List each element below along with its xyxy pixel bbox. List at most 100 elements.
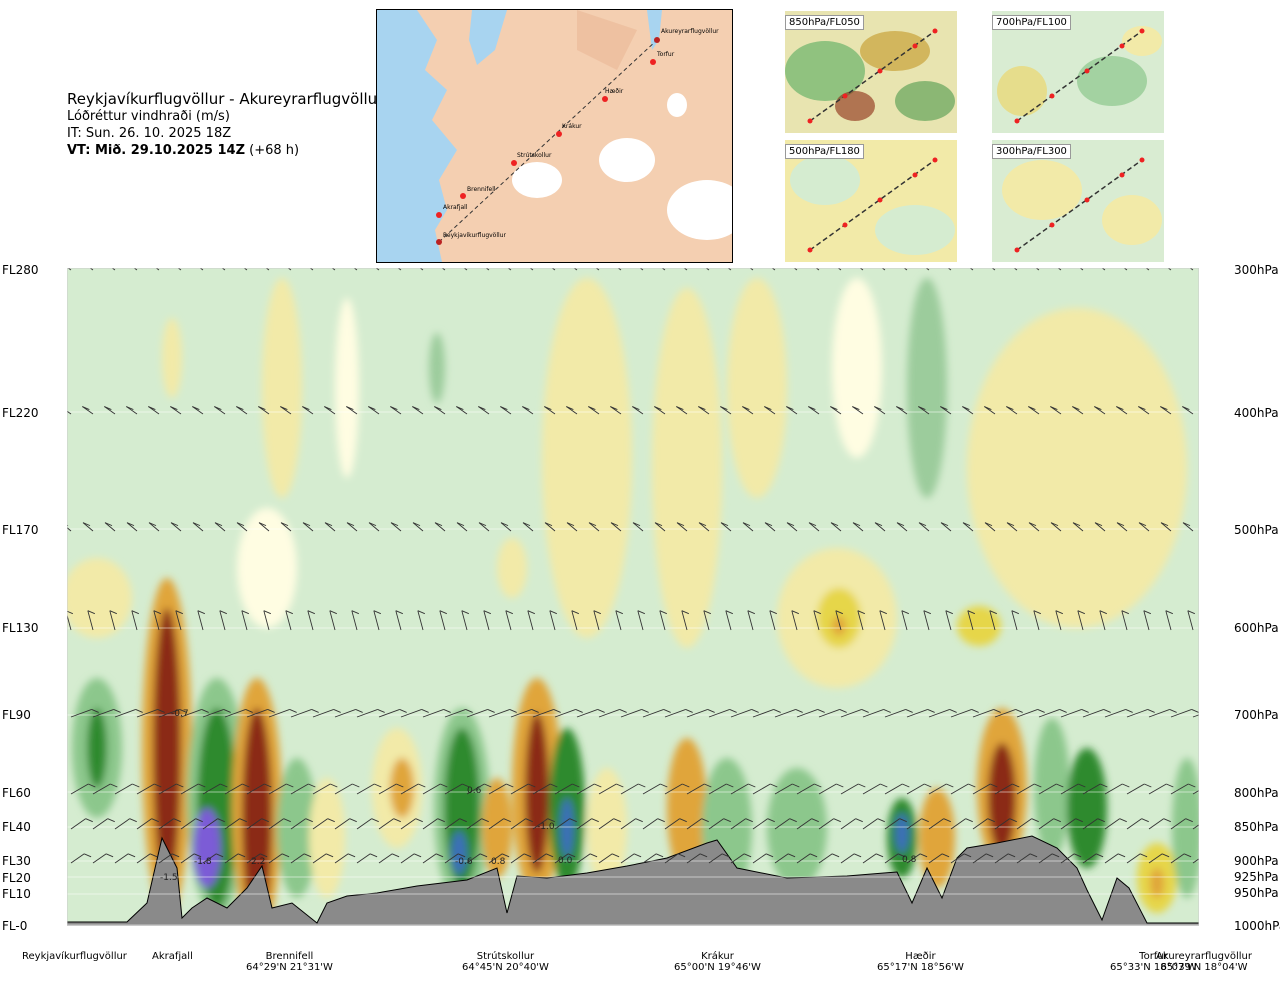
wind-barb — [1016, 709, 1045, 718]
chart-title: Reykjavíkurflugvöllur - Akureyrarflugvöl… — [67, 90, 384, 108]
wind-barb — [422, 709, 451, 718]
wind-barb — [488, 783, 514, 795]
map-label-reykjavik: Reykjavíkurflugvöllur — [443, 232, 506, 239]
wind-barb — [950, 709, 979, 718]
wind-barb — [522, 406, 534, 415]
map-label-haedir: Hæðir — [605, 88, 624, 95]
thumbnail-700hpa[interactable]: 700hPa/FL100 — [992, 11, 1164, 133]
wind-barb — [263, 610, 272, 631]
wind-barb — [356, 783, 382, 795]
wind-barb — [153, 610, 162, 631]
wind-barb — [302, 522, 314, 532]
wind-barb — [994, 818, 1017, 830]
wind-barb — [588, 522, 600, 532]
wind-barb — [488, 818, 511, 830]
map-label-brennifell: Brennifell — [467, 186, 496, 193]
hpa-label: 950hPa — [1234, 886, 1279, 900]
wind-barb — [202, 783, 228, 795]
wind-barb — [637, 610, 646, 631]
hpa-label: 400hPa — [1234, 406, 1279, 420]
wind-barb — [752, 783, 778, 795]
wind-barb — [390, 406, 402, 415]
thumbnail-500hpa[interactable]: 500hPa/FL180 — [785, 140, 957, 262]
wind-barb — [92, 853, 114, 864]
wind-barb — [610, 406, 622, 415]
wind-barb — [1104, 818, 1127, 830]
wind-barb — [796, 818, 819, 830]
wind-barb — [422, 818, 445, 830]
wind-barb — [180, 709, 209, 718]
wind-barb — [395, 610, 404, 631]
wind-barb — [1077, 610, 1086, 631]
thumbnail-label: 850hPa/FL050 — [785, 15, 864, 30]
wind-barb — [1082, 783, 1108, 795]
wind-barb — [434, 406, 446, 415]
thumbnail-label: 700hPa/FL100 — [992, 15, 1071, 30]
wind-barb — [510, 853, 532, 864]
wind-barb — [593, 610, 602, 631]
wind-barb — [906, 783, 932, 795]
wind-barb — [813, 610, 822, 631]
wind-barb — [1170, 709, 1199, 718]
wind-barb — [400, 783, 426, 795]
fl-label: FL220 — [2, 406, 39, 420]
wind-barb — [554, 818, 577, 830]
wind-barb — [312, 709, 341, 718]
wind-barb — [268, 783, 294, 795]
wind-barb — [456, 522, 468, 532]
wind-barb — [576, 818, 599, 830]
thumbnail-850hpa[interactable]: 850hPa/FL050 — [785, 11, 957, 133]
wind-barb — [544, 406, 556, 415]
thumbnail-300hpa[interactable]: 300hPa/FL300 — [992, 140, 1164, 262]
wind-barb — [1170, 853, 1192, 864]
route-map: Akureyrarflugvöllur Torfur Hæðir Krákur … — [376, 9, 733, 263]
wind-barb — [862, 783, 888, 795]
wind-barb — [554, 853, 576, 864]
wind-barb — [642, 783, 668, 795]
wind-barb — [620, 818, 643, 830]
wind-barb — [791, 610, 800, 631]
wind-barb — [246, 783, 272, 795]
wind-barb — [1060, 783, 1086, 795]
waypoint-name: Strútskollur — [476, 951, 535, 962]
wind-barb — [620, 783, 646, 795]
wind-barb — [664, 709, 693, 718]
wind-barb — [852, 406, 864, 415]
wind-barb — [400, 818, 423, 830]
wind-barb — [774, 853, 796, 864]
value-label: -1.5 — [160, 873, 178, 883]
fl-label: FL60 — [2, 786, 31, 800]
wind-barb — [136, 783, 162, 795]
wind-barb — [1028, 522, 1040, 532]
wind-barb — [884, 709, 913, 718]
wind-barb — [1104, 783, 1130, 795]
valid-offset: (+68 h) — [249, 143, 300, 158]
wind-barb — [906, 818, 929, 830]
wind-barb — [329, 610, 338, 631]
wind-barb — [1060, 818, 1083, 830]
wind-barb — [70, 709, 99, 718]
wind-barb — [879, 610, 888, 631]
wind-barb — [1094, 522, 1106, 532]
wind-barb — [412, 406, 424, 415]
wind-barb — [549, 610, 558, 631]
fl-label: FL20 — [2, 871, 31, 885]
wind-barb — [1126, 783, 1152, 795]
wind-barb — [984, 406, 996, 415]
wind-barb — [478, 522, 490, 532]
fl-label: FL40 — [2, 820, 31, 834]
hpa-label: 850hPa — [1234, 820, 1279, 834]
wind-barb — [417, 610, 426, 631]
wind-barb — [615, 610, 624, 631]
valid-time-bold: VT: Mið. 29.10.2025 14Z — [67, 143, 246, 158]
wind-barb — [82, 522, 94, 532]
wind-barb — [994, 709, 1023, 718]
wind-barb — [400, 853, 422, 864]
wind-barb — [324, 522, 336, 532]
wind-barb — [796, 783, 822, 795]
wind-barb — [532, 709, 561, 718]
wind-barb — [769, 610, 778, 631]
wind-barb — [686, 853, 708, 864]
wind-barb — [148, 406, 160, 415]
wind-barb — [774, 783, 800, 795]
